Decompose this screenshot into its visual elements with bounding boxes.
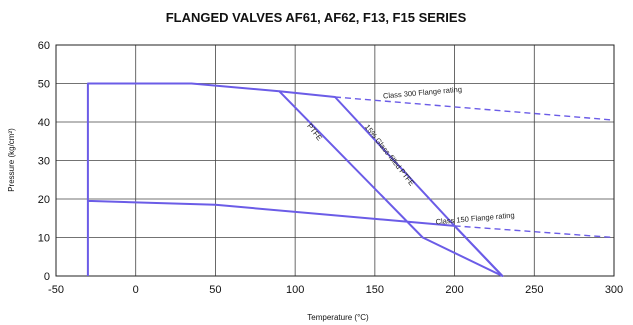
x-tick-label: 200 [445,284,463,296]
y-tick-label: 0 [44,271,50,283]
x-tick-label: 150 [366,284,384,296]
y-tick-label: 20 [38,194,50,206]
series-line-2 [279,90,504,277]
x-axis-label: Temperature (°C) [307,313,369,322]
series-line-1 [86,82,504,277]
series-line-3 [334,96,615,121]
series-line-4 [454,225,615,239]
y-tick-label: 30 [38,156,50,168]
annotation-label: Class 150 Flange rating [435,211,515,227]
x-tick-label: 250 [525,284,543,296]
x-tick-label: 300 [605,284,623,296]
y-tick-label: 10 [38,233,50,245]
y-tick-label: 50 [38,79,50,91]
x-tick-label: 0 [133,284,139,296]
annotation-layer: Class 300 Flange rating 15% Glass-filled … [305,85,515,227]
grid-layer [55,44,615,277]
series-layer [86,82,615,277]
x-tick-label: -50 [48,284,64,296]
annotation-label: Class 300 Flange rating [383,85,463,101]
plot-frame [55,44,615,277]
y-tick-label: 40 [38,117,50,129]
x-tick-label: 50 [209,284,221,296]
y-axis-label: Pressure (kg/cm²) [7,128,16,192]
chart-title: FLANGED VALVES AF61, AF62, F13, F15 SERI… [166,10,467,25]
annotation-label: PTFE [305,122,324,143]
x-tick-label: 100 [286,284,304,296]
annotation-label: 15% Glass-filled PTFE [363,123,417,188]
y-tick-label: 60 [38,40,50,52]
